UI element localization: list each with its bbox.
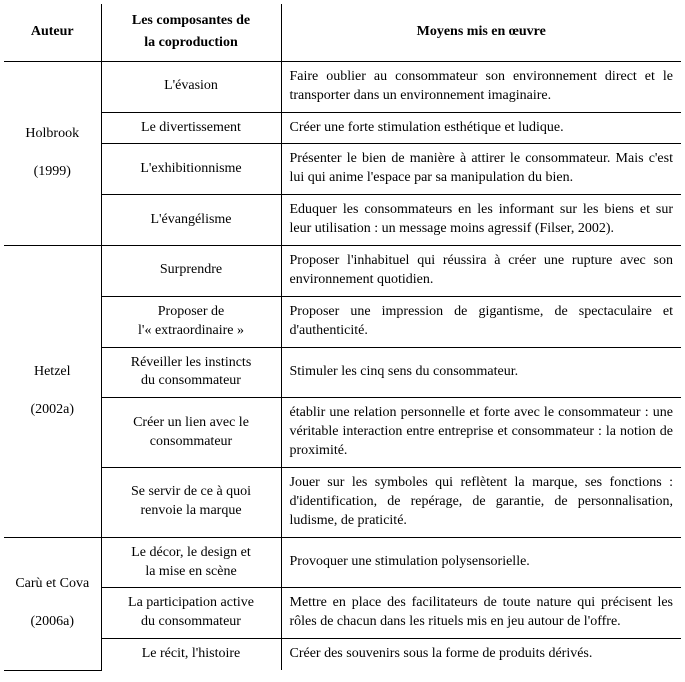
component-l2: l'« extraordinaire » [138, 323, 244, 338]
header-components-l1: Les composantes de [132, 13, 250, 28]
means-cell: Stimuler les cinq sens du consommateur. [281, 347, 681, 398]
means-cell: Créer des souvenirs sous la forme de pro… [281, 639, 681, 670]
component-cell: L'exhibitionnisme [101, 144, 281, 195]
table-row: Créer un lien avec le consommateur établ… [4, 398, 681, 468]
component-l2: du consommateur [141, 373, 241, 388]
component-cell: Le récit, l'histoire [101, 639, 281, 670]
table-row: La participation active du consommateur … [4, 588, 681, 639]
author-name: Carù et Cova [15, 576, 89, 591]
means-cell: Eduquer les consommateurs en les informa… [281, 195, 681, 246]
component-cell: Le divertissement [101, 112, 281, 144]
means-cell: Jouer sur les symboles qui reflètent la … [281, 468, 681, 538]
component-l1: Se servir de ce à quoi [131, 484, 251, 499]
table-header-row: Auteur Les composantes de la coproductio… [4, 4, 681, 61]
means-cell: établir une relation personnelle et fort… [281, 398, 681, 468]
component-l2: renvoie la marque [140, 503, 241, 518]
header-means: Moyens mis en œuvre [281, 4, 681, 61]
author-cell: Hetzel (2002a) [4, 246, 101, 538]
author-year: (2006a) [30, 614, 74, 629]
component-l2: la mise en scène [145, 564, 236, 579]
table-row: Le récit, l'histoire Créer des souvenirs… [4, 639, 681, 670]
means-cell: Créer une forte stimulation esthétique e… [281, 112, 681, 144]
component-l2: consommateur [150, 434, 232, 449]
component-l1: Proposer de [158, 304, 225, 319]
component-cell: Créer un lien avec le consommateur [101, 398, 281, 468]
table-row: L'évangélisme Eduquer les consommateurs … [4, 195, 681, 246]
component-cell: Se servir de ce à quoi renvoie la marque [101, 468, 281, 538]
component-cell: Le décor, le design et la mise en scène [101, 537, 281, 588]
header-components: Les composantes de la coproduction [101, 4, 281, 61]
header-author: Auteur [4, 4, 101, 61]
component-l1: Le décor, le design et [131, 545, 251, 560]
means-cell: Présenter le bien de manière à attirer l… [281, 144, 681, 195]
author-year: (1999) [34, 164, 71, 179]
coproduction-table: Auteur Les composantes de la coproductio… [4, 4, 681, 671]
header-components-l2: la coproduction [144, 35, 237, 50]
table-row: Holbrook (1999) L'évasion Faire oublier … [4, 61, 681, 112]
means-cell: Mettre en place des facilitateurs de tou… [281, 588, 681, 639]
component-cell: La participation active du consommateur [101, 588, 281, 639]
author-cell: Holbrook (1999) [4, 61, 101, 245]
component-cell: Surprendre [101, 246, 281, 297]
component-cell: Proposer de l'« extraordinaire » [101, 296, 281, 347]
means-cell: Provoquer une stimulation polysensoriell… [281, 537, 681, 588]
component-l1: La participation active [128, 595, 254, 610]
table-row: L'exhibitionnisme Présenter le bien de m… [4, 144, 681, 195]
means-cell: Proposer une impression de gigantisme, d… [281, 296, 681, 347]
component-cell: Réveiller les instincts du consommateur [101, 347, 281, 398]
author-name: Holbrook [25, 126, 79, 141]
author-cell: Carù et Cova (2006a) [4, 537, 101, 670]
table-row: Hetzel (2002a) Surprendre Proposer l'inh… [4, 246, 681, 297]
table-row: Se servir de ce à quoi renvoie la marque… [4, 468, 681, 538]
author-name: Hetzel [34, 364, 71, 379]
table-row: Carù et Cova (2006a) Le décor, le design… [4, 537, 681, 588]
means-cell: Faire oublier au consommateur son enviro… [281, 61, 681, 112]
component-l1: Réveiller les instincts [131, 355, 252, 370]
component-cell: L'évangélisme [101, 195, 281, 246]
component-cell: L'évasion [101, 61, 281, 112]
component-l2: du consommateur [141, 614, 241, 629]
table-row: Le divertissement Créer une forte stimul… [4, 112, 681, 144]
table-row: Réveiller les instincts du consommateur … [4, 347, 681, 398]
component-l1: Créer un lien avec le [133, 415, 249, 430]
table-row: Proposer de l'« extraordinaire » Propose… [4, 296, 681, 347]
means-cell: Proposer l'inhabituel qui réussira à cré… [281, 246, 681, 297]
author-year: (2002a) [30, 402, 74, 417]
